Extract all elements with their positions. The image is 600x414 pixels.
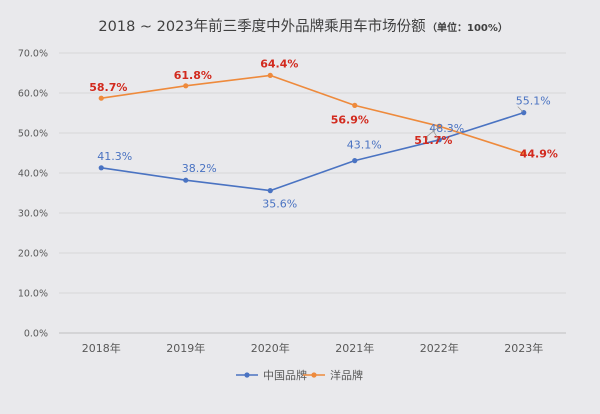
y-tick-label: 20.0% <box>18 249 48 260</box>
data-label: 44.9% <box>520 147 558 160</box>
data-labels-layer: 41.3% 38.2% 35.6% 43.1% 48.3% 55.1% 58.7% 61.8%… <box>89 57 558 210</box>
chart-subtitle: （单位：100%） <box>427 21 508 34</box>
series-line-china-brands <box>101 111 524 192</box>
data-point <box>267 72 273 78</box>
data-label: 41.3% <box>97 150 132 163</box>
data-point <box>183 83 189 89</box>
data-label: 35.6% <box>262 198 297 211</box>
series-layer <box>98 72 527 194</box>
y-tick-label: 30.0% <box>18 209 48 220</box>
chart-title-group: 2018 ~ 2023年前三季度中外品牌乘用车市场份额 （单位：100%） <box>98 18 507 35</box>
x-tick-label: 2019年 <box>166 341 205 355</box>
y-tick-label: 40.0% <box>18 169 48 180</box>
x-tick-label: 2018年 <box>82 341 121 355</box>
leader-line <box>517 106 524 112</box>
y-axis: 0.0% 10.0% 20.0% 30.0% 40.0% 50.0% 60.0% 70.0% <box>18 49 48 340</box>
data-label: 48.3% <box>429 122 464 135</box>
y-tick-label: 10.0% <box>18 289 48 300</box>
series-line-foreign-brands <box>101 74 524 155</box>
y-tick-label: 70.0% <box>18 49 48 60</box>
y-tick-label: 60.0% <box>18 89 48 100</box>
legend: 中国品牌 洋品牌 <box>236 368 363 382</box>
data-label: 38.2% <box>182 162 217 175</box>
leader-line <box>430 127 439 140</box>
data-label: 58.7% <box>89 81 127 94</box>
x-tick-label: 2021年 <box>335 341 374 355</box>
y-tick-label: 0.0% <box>24 329 48 340</box>
data-label: 61.8% <box>174 69 212 82</box>
x-axis: 2018年 2019年 2020年 2021年 2022年 2023年 <box>82 341 544 355</box>
data-label: 55.1% <box>516 95 551 108</box>
data-label: 43.1% <box>347 139 382 152</box>
legend-marker <box>244 372 250 378</box>
x-tick-label: 2022年 <box>420 341 459 355</box>
x-tick-label: 2020年 <box>251 341 290 355</box>
data-label: 56.9% <box>331 113 369 126</box>
data-point <box>267 188 273 194</box>
data-point <box>183 177 189 183</box>
data-label: 51.7% <box>414 134 452 147</box>
legend-label: 中国品牌 <box>263 368 307 382</box>
chart-title: 2018 ~ 2023年前三季度中外品牌乘用车市场份额 <box>98 18 426 35</box>
y-tick-label: 50.0% <box>18 129 48 140</box>
x-tick-label: 2023年 <box>504 341 543 355</box>
data-point <box>352 102 358 108</box>
data-point <box>521 150 527 156</box>
leader-line <box>426 126 439 141</box>
data-label: 64.4% <box>260 57 298 70</box>
data-point <box>98 95 104 101</box>
data-point <box>98 165 104 171</box>
legend-marker <box>311 372 317 378</box>
legend-label: 洋品牌 <box>330 368 363 382</box>
data-point <box>352 158 358 164</box>
gridlines <box>59 52 566 334</box>
